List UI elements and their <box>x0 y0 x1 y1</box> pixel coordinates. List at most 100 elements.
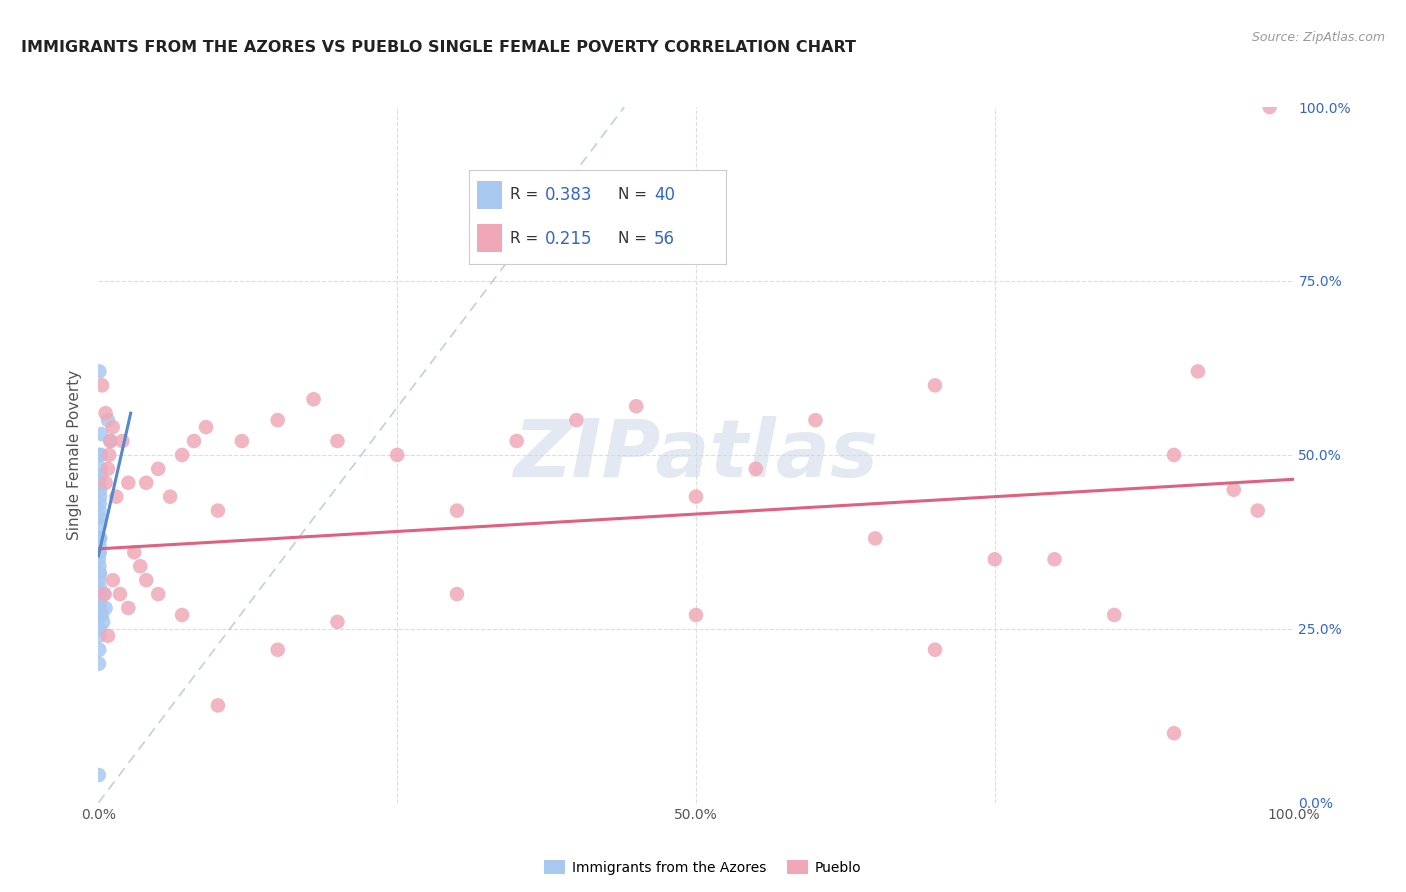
Point <box>89 532 111 546</box>
Point <box>91 615 114 629</box>
Point <box>1043 552 1066 566</box>
Point <box>446 587 468 601</box>
Point <box>267 413 290 427</box>
Point <box>129 559 152 574</box>
Text: ZIPatlas: ZIPatlas <box>513 416 879 494</box>
Point <box>148 587 170 601</box>
Point <box>207 503 229 517</box>
Point <box>101 573 124 587</box>
Text: IMMIGRANTS FROM THE AZORES VS PUEBLO SINGLE FEMALE POVERTY CORRELATION CHART: IMMIGRANTS FROM THE AZORES VS PUEBLO SIN… <box>21 40 856 55</box>
Point <box>924 642 946 657</box>
Point <box>148 462 170 476</box>
Point <box>89 503 111 517</box>
Point <box>326 434 349 448</box>
Point <box>745 462 768 476</box>
Point <box>89 532 111 546</box>
Point <box>89 510 111 524</box>
Point <box>97 629 120 643</box>
Point <box>89 497 111 511</box>
Text: 0.383: 0.383 <box>544 186 592 203</box>
Point <box>172 448 194 462</box>
Point <box>117 601 139 615</box>
Bar <box>477 181 502 209</box>
Point <box>267 642 290 657</box>
Point <box>89 622 111 636</box>
Point <box>89 607 111 622</box>
Point <box>89 532 111 546</box>
Point <box>87 768 110 782</box>
Point <box>1187 364 1209 378</box>
Point <box>326 615 349 629</box>
Point <box>984 552 1007 566</box>
Point <box>90 427 112 442</box>
Point <box>89 587 111 601</box>
Point <box>89 566 111 581</box>
Point <box>89 545 111 559</box>
Point <box>302 392 325 407</box>
Point <box>94 475 117 490</box>
Point <box>91 607 114 622</box>
Point <box>111 434 134 448</box>
Point <box>135 573 157 587</box>
Point <box>90 448 112 462</box>
Point <box>87 657 110 671</box>
Point <box>89 601 111 615</box>
Point <box>1163 726 1185 740</box>
Point <box>207 698 229 713</box>
Bar <box>477 224 502 252</box>
Point <box>1247 503 1270 517</box>
Point <box>1163 448 1185 462</box>
Point <box>98 448 121 462</box>
Text: Source: ZipAtlas.com: Source: ZipAtlas.com <box>1251 31 1385 45</box>
Text: 0.215: 0.215 <box>544 230 592 248</box>
Point <box>446 503 468 517</box>
Point <box>94 601 117 615</box>
Text: N =: N = <box>617 231 652 246</box>
Point <box>89 545 111 559</box>
Text: R =: R = <box>510 187 543 202</box>
Point <box>804 413 827 427</box>
Point <box>89 490 111 504</box>
Point <box>93 587 115 601</box>
Point <box>1223 483 1246 497</box>
Point <box>89 517 111 532</box>
Text: 40: 40 <box>654 186 675 203</box>
Point <box>385 448 409 462</box>
Point <box>565 413 588 427</box>
Point <box>89 580 111 594</box>
Point <box>94 406 117 420</box>
Point <box>89 538 111 552</box>
Point <box>97 413 120 427</box>
Point <box>89 364 111 378</box>
Point <box>124 545 146 559</box>
Point <box>506 434 529 448</box>
Point <box>685 607 707 622</box>
Y-axis label: Single Female Poverty: Single Female Poverty <box>67 370 83 540</box>
Text: 56: 56 <box>654 230 675 248</box>
Point <box>89 629 111 643</box>
Point <box>89 594 111 608</box>
Point <box>231 434 253 448</box>
Point <box>924 378 946 392</box>
Point <box>195 420 218 434</box>
Text: R =: R = <box>510 231 543 246</box>
Point <box>98 434 122 448</box>
Point <box>135 475 157 490</box>
Text: N =: N = <box>617 187 652 202</box>
Point <box>90 468 112 483</box>
Point <box>89 448 111 462</box>
Point <box>172 607 194 622</box>
Point <box>87 552 110 566</box>
Point <box>159 490 181 504</box>
Point <box>89 559 111 574</box>
Point <box>91 378 114 392</box>
Point <box>87 573 110 587</box>
Point <box>101 420 124 434</box>
Point <box>105 490 128 504</box>
Point <box>183 434 205 448</box>
Point <box>89 642 111 657</box>
Point <box>117 475 139 490</box>
Point <box>98 434 122 448</box>
Point <box>1258 100 1281 114</box>
Point <box>87 475 110 490</box>
